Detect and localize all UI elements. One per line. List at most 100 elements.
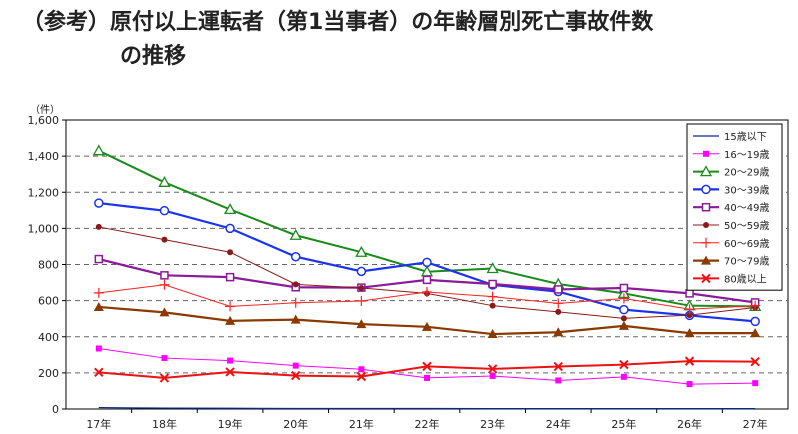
data-point — [422, 286, 432, 297]
data-point — [553, 361, 563, 372]
data-point — [94, 367, 104, 378]
data-point — [424, 374, 430, 381]
legend-label: 30～39歳 — [724, 184, 769, 196]
legend-marker — [701, 273, 711, 284]
data-point — [290, 251, 301, 262]
y-tick-label: 1,000 — [28, 222, 60, 235]
data-point — [95, 345, 102, 352]
x-tick-label: 27年 — [743, 417, 768, 431]
x-tick-label: 25年 — [611, 417, 636, 431]
data-point — [225, 315, 236, 325]
data-point — [93, 287, 104, 298]
y-tick-label: 1,200 — [28, 186, 60, 199]
y-tick-label: 400 — [38, 331, 59, 344]
data-point — [750, 316, 760, 327]
data-point — [619, 359, 629, 370]
y-tick-label: 200 — [38, 367, 59, 380]
data-point — [160, 271, 169, 280]
x-tick-label: 20年 — [283, 417, 308, 431]
x-tick-label: 18年 — [152, 417, 177, 431]
data-point — [489, 372, 496, 379]
data-point — [553, 298, 564, 309]
data-point — [752, 380, 759, 387]
data-point — [94, 254, 104, 264]
data-point — [554, 285, 563, 294]
data-point — [422, 257, 432, 268]
data-point — [94, 198, 104, 208]
data-point — [486, 262, 499, 274]
legend-marker — [699, 165, 713, 177]
series-line-1 — [98, 406, 756, 410]
data-point — [225, 367, 235, 377]
data-point — [95, 223, 102, 230]
data-point — [750, 300, 761, 311]
legend-marker — [701, 202, 711, 212]
data-point — [487, 329, 498, 339]
y-axis-unit-label: （件） — [30, 104, 60, 116]
data-point — [686, 381, 693, 388]
data-point — [93, 301, 104, 311]
data-point — [489, 302, 496, 309]
data-point — [292, 362, 299, 369]
data-point — [555, 308, 562, 315]
data-point — [487, 291, 498, 302]
data-point — [487, 364, 498, 374]
data-point — [291, 370, 301, 381]
data-point — [159, 279, 170, 290]
data-point — [358, 284, 365, 291]
data-point — [356, 295, 367, 306]
data-point — [750, 356, 760, 367]
data-point — [161, 236, 168, 243]
y-tick-label: 600 — [38, 295, 59, 308]
data-point — [618, 293, 629, 304]
x-tick-label: 24年 — [546, 417, 571, 431]
data-point — [553, 327, 564, 337]
data-point — [488, 279, 497, 289]
data-point — [619, 283, 629, 293]
data-point — [158, 175, 171, 187]
legend-label: 15歳以下 — [724, 131, 767, 143]
data-point — [684, 304, 695, 315]
data-point — [289, 228, 302, 240]
y-tick-label: 800 — [38, 259, 59, 272]
y-tick-label: 1,600 — [28, 114, 60, 127]
legend-label: 60～69歳 — [724, 238, 769, 250]
title-line-1: （参考）原付以上運転者（第1当事者）の年齢層別死亡事故件数 — [22, 10, 654, 35]
y-tick-label: 0 — [52, 403, 59, 416]
data-point — [225, 223, 235, 234]
x-tick-label: 22年 — [415, 417, 440, 431]
data-point — [422, 361, 432, 372]
legend-marker — [703, 150, 709, 157]
data-point — [358, 366, 365, 373]
x-tick-label: 23年 — [480, 417, 505, 431]
data-point — [159, 307, 170, 317]
x-tick-label: 26年 — [677, 417, 702, 431]
x-tick-label: 19年 — [218, 417, 243, 431]
data-point — [422, 275, 432, 285]
data-point — [227, 249, 234, 256]
x-tick-label: 17年 — [86, 417, 111, 431]
data-point — [685, 289, 694, 298]
data-point — [620, 315, 627, 322]
chart-title: （参考）原付以上運転者（第1当事者）の年齢層別死亡事故件数 の推移 — [22, 6, 792, 74]
legend-label: 80歳以上 — [724, 273, 767, 285]
data-point — [159, 205, 170, 216]
data-point — [292, 281, 299, 288]
data-point — [686, 312, 693, 319]
legend-marker — [701, 255, 711, 265]
data-point — [684, 356, 695, 366]
data-point — [355, 245, 368, 257]
legend-label: 70～79歳 — [724, 256, 769, 268]
legend-label: 50～59歳 — [724, 220, 769, 232]
data-point — [750, 328, 761, 338]
title-line-2: の推移 — [120, 44, 187, 69]
legend-marker — [703, 222, 709, 228]
data-point — [356, 371, 367, 382]
legend-label: 40～49歳 — [724, 202, 769, 214]
data-point — [92, 144, 105, 156]
data-point — [159, 373, 170, 383]
legend-marker — [701, 184, 711, 195]
data-point — [223, 203, 237, 215]
data-point — [356, 266, 367, 277]
